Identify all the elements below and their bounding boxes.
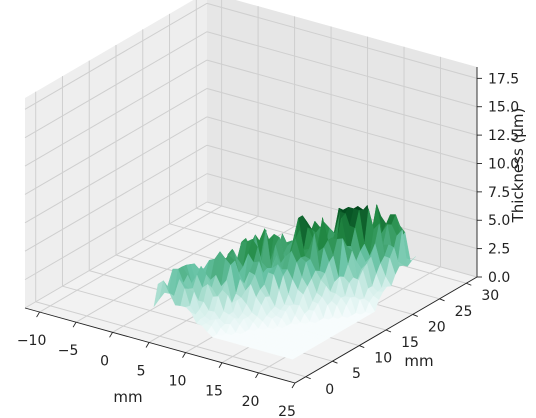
y-tick-label: 25 xyxy=(455,304,473,320)
z-tick-label: 7.5 xyxy=(488,185,510,201)
x-tick-mark xyxy=(36,311,40,318)
grid-back-z xyxy=(206,144,478,221)
grid-back-z xyxy=(206,31,478,108)
z-tick-label: 17.5 xyxy=(488,71,519,87)
pane-back xyxy=(207,0,477,277)
x-tick-mark xyxy=(72,321,77,328)
x-tick-label: 0 xyxy=(100,353,109,369)
x-tick-label: 10 xyxy=(169,374,187,390)
x-tick-mark xyxy=(109,332,113,338)
grid-left-z xyxy=(24,116,208,224)
grid-back-z xyxy=(206,59,478,136)
y-tick-label: 0 xyxy=(325,382,334,398)
x-tick-mark xyxy=(145,342,150,348)
y-tick-mark xyxy=(359,345,365,349)
z-tick-label: 12.5 xyxy=(488,128,519,144)
z-tick-label: 15.0 xyxy=(488,100,519,116)
y-tick-mark xyxy=(412,313,418,317)
y-tick-mark xyxy=(466,282,472,286)
y-tick-mark xyxy=(305,376,311,380)
grid-left-z xyxy=(24,59,208,167)
y-tick-label: 20 xyxy=(428,319,446,335)
surface xyxy=(153,204,416,360)
grid-left-z xyxy=(24,2,208,110)
x-tick-mark xyxy=(255,372,259,379)
y-tick-label: 30 xyxy=(481,288,499,304)
surface-facet xyxy=(286,355,298,360)
grid-floor-y xyxy=(35,301,306,378)
x-ticks: −10 −5 0 5 10 15 20 25 xyxy=(17,311,296,418)
grid-left-z xyxy=(24,88,208,195)
z-ticks: 0.0 2.5 5.0 7.5 10.0 12.5 15.0 17.5 xyxy=(477,71,519,286)
grid-left-z xyxy=(24,144,208,252)
y-tick-mark xyxy=(385,329,392,333)
grid-left-z xyxy=(24,173,208,281)
x-tick-label: −10 xyxy=(17,333,47,349)
z-axis-label: Thickness (µm) xyxy=(509,108,527,224)
grid-left-z xyxy=(24,201,208,309)
x-axis-label: mm xyxy=(113,388,142,406)
x-tick-label: 25 xyxy=(278,404,296,418)
y-tick-label: 10 xyxy=(374,351,392,367)
y-tick-mark xyxy=(439,298,445,302)
y-axis-label: mm xyxy=(404,352,433,370)
grid-back-z xyxy=(206,2,478,79)
y-ticks: 0 5 10 15 20 25 30 xyxy=(305,282,499,398)
z-tick-label: 5.0 xyxy=(488,213,510,229)
z-tick-label: 0.0 xyxy=(488,270,510,286)
z-tick-label: 10.0 xyxy=(488,157,519,173)
grid-back-z xyxy=(206,88,478,164)
y-tick-label: 5 xyxy=(352,366,361,382)
x-tick-mark xyxy=(182,352,186,358)
x-axis-line xyxy=(24,307,296,384)
x-tick-mark xyxy=(291,382,296,389)
x-tick-mark xyxy=(218,362,223,368)
grid-back-z xyxy=(206,116,478,193)
z-tick-label: 2.5 xyxy=(488,242,510,258)
x-tick-label: −5 xyxy=(58,343,79,359)
x-tick-label: 20 xyxy=(242,394,260,410)
grid-left-z xyxy=(24,31,208,139)
y-tick-mark xyxy=(332,360,338,364)
y-tick-label: 15 xyxy=(401,335,419,351)
x-tick-label: 5 xyxy=(137,364,146,380)
x-tick-label: 15 xyxy=(205,384,223,400)
